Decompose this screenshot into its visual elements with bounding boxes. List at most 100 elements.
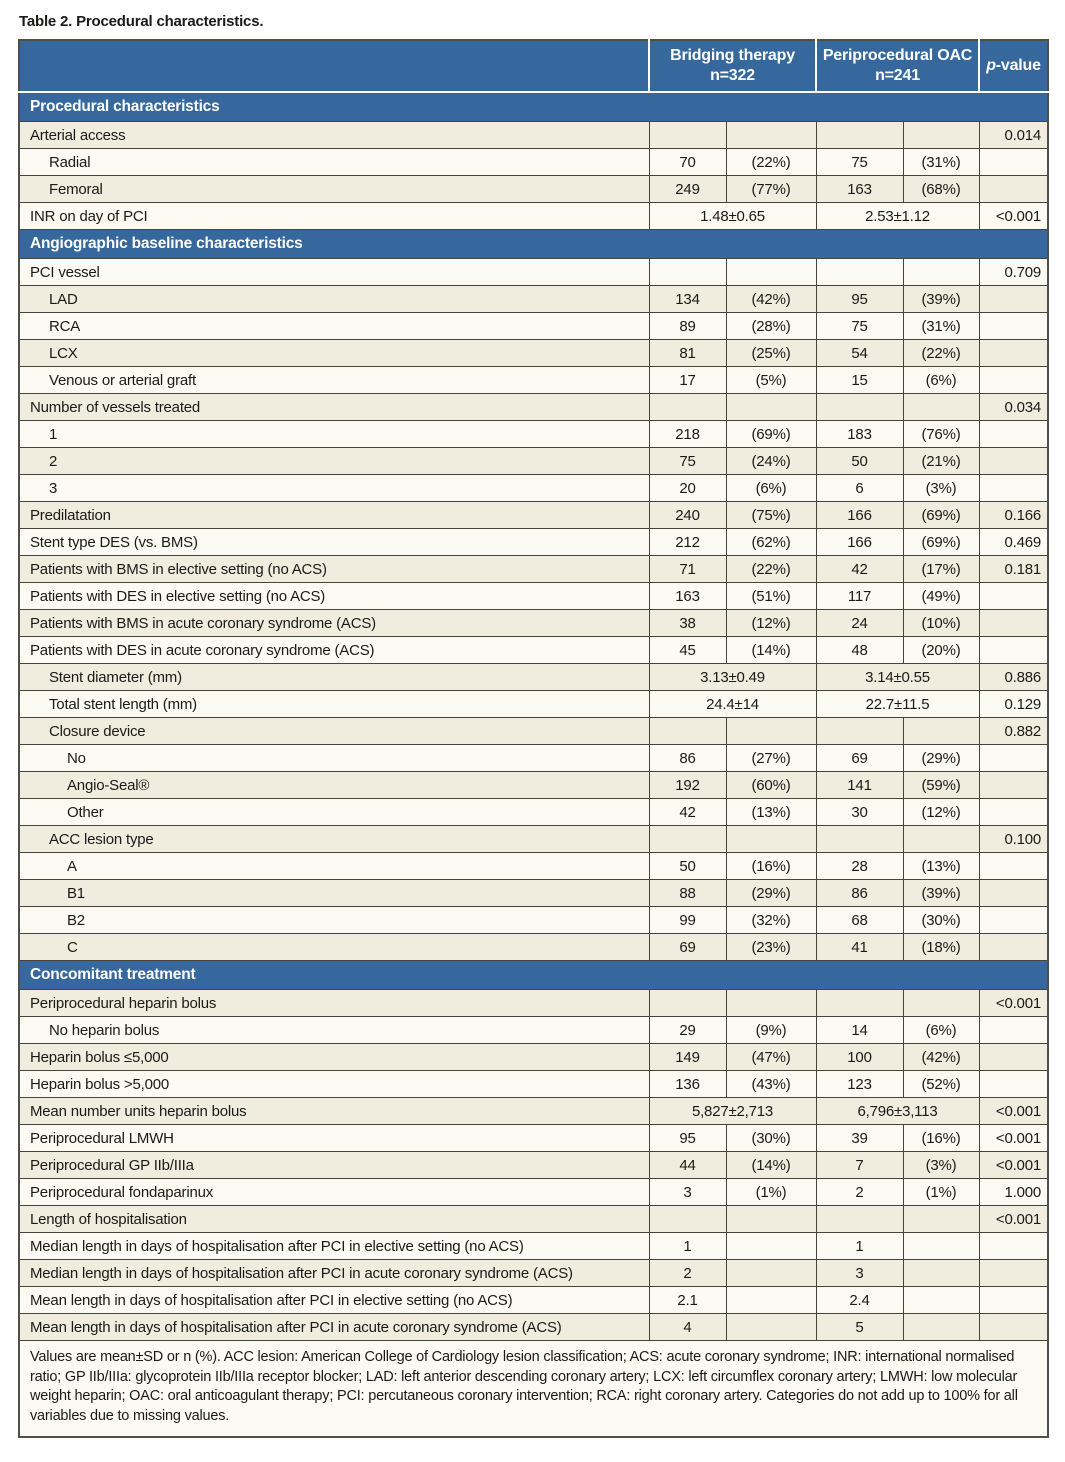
bridging-n-cell: 1 (648, 1232, 727, 1260)
oac-n-cell: 7 (815, 1151, 904, 1179)
bridging-pct-cell (725, 393, 817, 421)
table-row: LCX 81 (25%) 54 (22%) (18, 339, 1049, 367)
p-value-cell (978, 1232, 1049, 1260)
bridging-pct-cell: (47%) (725, 1043, 817, 1071)
oac-n-cell: 2 (815, 1178, 904, 1206)
row-label: Heparin bolus ≤5,000 (18, 1043, 650, 1071)
oac-pct-cell: (30%) (902, 906, 980, 934)
oac-n-cell: 30 (815, 798, 904, 826)
table-row: Stent diameter (mm) 3.13±0.49 3.14±0.55 0.8… (18, 663, 1049, 691)
oac-pct-cell (902, 1286, 980, 1314)
bridging-pct-cell (725, 1286, 817, 1314)
table-row: Femoral 249 (77%) 163 (68%) (18, 175, 1049, 203)
row-label: Stent type DES (vs. BMS) (18, 528, 650, 556)
section-row: Procedural characteristics (19, 91, 1048, 122)
table-row: B2 99 (32%) 68 (30%) (18, 906, 1049, 934)
p-value-cell (978, 852, 1049, 880)
row-label: Number of vessels treated (18, 393, 650, 421)
row-label: 3 (18, 474, 650, 502)
bridging-n-cell (648, 717, 727, 745)
bridging-pct-cell (725, 717, 817, 745)
p-value-cell (978, 636, 1049, 664)
table-row: A 50 (16%) 28 (13%) (18, 852, 1049, 880)
table-row: LAD 134 (42%) 95 (39%) (18, 285, 1049, 313)
table-row: Closure device 0.882 (18, 717, 1049, 745)
oac-n-cell (815, 717, 904, 745)
row-label: Median length in days of hospitalisation… (18, 1232, 650, 1260)
bridging-n-cell: 38 (648, 609, 727, 637)
p-value-cell (978, 420, 1049, 448)
bridging-pct-cell: (28%) (725, 312, 817, 340)
row-label: Predilatation (18, 501, 650, 529)
p-value-cell (978, 879, 1049, 907)
oac-n-cell: 69 (815, 744, 904, 772)
p-value-cell (978, 1070, 1049, 1098)
oac-n-cell: 14 (815, 1016, 904, 1044)
bridging-pct-cell: (25%) (725, 339, 817, 367)
table-row: Heparin bolus >5,000 136 (43%) 123 (52%) (18, 1070, 1049, 1098)
p-value-cell (978, 175, 1049, 203)
table-row: Predilatation 240 (75%) 166 (69%) 0.166 (18, 501, 1049, 529)
p-value-cell: <0.001 (978, 202, 1049, 230)
bridging-pct-cell (725, 121, 817, 149)
oac-n-cell: 42 (815, 555, 904, 583)
oac-n-cell (815, 989, 904, 1017)
p-value-cell (978, 1043, 1049, 1071)
table-row: INR on day of PCI 1.48±0.65 2.53±1.12 <0.00… (18, 202, 1049, 230)
bridging-n-cell: 45 (648, 636, 727, 664)
bridging-pct-cell (725, 258, 817, 286)
bridging-n-cell: 89 (648, 312, 727, 340)
bridging-n-cell: 99 (648, 906, 727, 934)
table-row: C 69 (23%) 41 (18%) (18, 933, 1049, 961)
table-row: Arterial access 0.014 (18, 121, 1049, 149)
bridging-pct-cell: (62%) (725, 528, 817, 556)
oac-pct-cell: (39%) (902, 879, 980, 907)
bridging-n-cell: 212 (648, 528, 727, 556)
oac-pct-cell: (1%) (902, 1178, 980, 1206)
header-periprocedural-oac: Periprocedural OAC n=241 (815, 40, 979, 93)
bridging-pct-cell: (27%) (725, 744, 817, 772)
bridging-pct-cell (725, 1205, 817, 1233)
oac-n-cell: 54 (815, 339, 904, 367)
oac-pct-cell (902, 121, 980, 149)
table-row: Number of vessels treated 0.034 (18, 393, 1049, 421)
table-row: Heparin bolus ≤5,000 149 (47%) 100 (42%) (18, 1043, 1049, 1071)
table-row: Periprocedural LMWH 95 (30%) 39 (16%) <0.001 (18, 1124, 1049, 1152)
table-row: Patients with BMS in acute coronary synd… (18, 609, 1049, 637)
table-row: 2 75 (24%) 50 (21%) (18, 447, 1049, 475)
table-row: Mean length in days of hospitalisation a… (18, 1286, 1049, 1314)
row-label: INR on day of PCI (18, 202, 650, 230)
bridging-pct-cell: (12%) (725, 609, 817, 637)
oac-n-cell: 75 (815, 312, 904, 340)
table-row: No heparin bolus 29 (9%) 14 (6%) (18, 1016, 1049, 1044)
p-value-cell (978, 148, 1049, 176)
oac-value-cell: 2.53±1.12 (815, 202, 980, 230)
row-label: 2 (18, 447, 650, 475)
oac-pct-cell: (3%) (902, 1151, 980, 1179)
section-row: Angiographic baseline characteristics (19, 229, 1048, 259)
header-bridging-n: n=322 (710, 67, 755, 84)
row-label: Heparin bolus >5,000 (18, 1070, 650, 1098)
oac-n-cell (815, 1205, 904, 1233)
bridging-n-cell: 86 (648, 744, 727, 772)
bridging-n-cell: 44 (648, 1151, 727, 1179)
oac-pct-cell (902, 989, 980, 1017)
oac-n-cell: 86 (815, 879, 904, 907)
oac-pct-cell (902, 258, 980, 286)
bridging-pct-cell: (1%) (725, 1178, 817, 1206)
p-value-cell: 0.129 (978, 690, 1049, 718)
oac-pct-cell: (76%) (902, 420, 980, 448)
bridging-pct-cell: (24%) (725, 447, 817, 475)
bridging-n-cell: 240 (648, 501, 727, 529)
table-row: Stent type DES (vs. BMS) 212 (62%) 166 (69%)… (18, 528, 1049, 556)
row-label: ACC lesion type (18, 825, 650, 853)
bridging-pct-cell: (16%) (725, 852, 817, 880)
p-value-cell (978, 906, 1049, 934)
table-row: Patients with DES in elective setting (n… (18, 582, 1049, 610)
oac-n-cell: 15 (815, 366, 904, 394)
oac-pct-cell: (52%) (902, 1070, 980, 1098)
oac-pct-cell: (31%) (902, 148, 980, 176)
bridging-n-cell: 75 (648, 447, 727, 475)
section-row: Concomitant treatment (19, 960, 1048, 990)
bridging-n-cell: 163 (648, 582, 727, 610)
